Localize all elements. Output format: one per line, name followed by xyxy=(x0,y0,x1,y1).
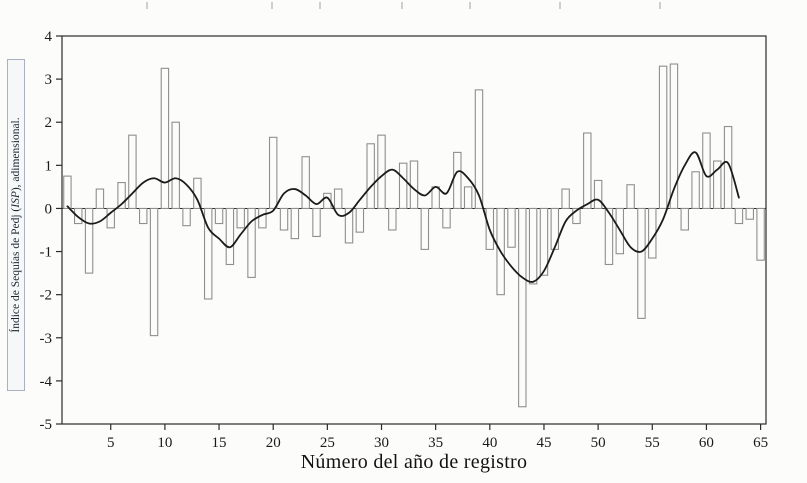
x-tick-label: 60 xyxy=(699,435,714,451)
bar xyxy=(561,188,570,209)
x-tick-label: 45 xyxy=(536,435,551,451)
bar xyxy=(355,207,365,233)
bar xyxy=(431,186,440,209)
y-tick-label: 4 xyxy=(45,29,53,45)
x-tick-label: 55 xyxy=(645,435,660,451)
x-tick-label: 10 xyxy=(157,435,172,451)
bar xyxy=(756,207,765,261)
bar xyxy=(680,207,690,231)
bar xyxy=(442,207,451,229)
y-tick-label: -4 xyxy=(40,374,53,390)
bar xyxy=(485,207,495,250)
bar xyxy=(463,186,473,209)
bar xyxy=(572,207,581,225)
y-tick-label: -3 xyxy=(40,331,53,347)
plot-frame xyxy=(61,35,767,425)
bar xyxy=(182,207,191,227)
bar xyxy=(723,125,733,209)
bar xyxy=(160,67,170,209)
bar xyxy=(344,207,354,244)
bar xyxy=(474,89,484,209)
trend-line xyxy=(66,151,740,283)
y-tick-label: -2 xyxy=(40,288,53,304)
bar xyxy=(95,188,105,209)
bar xyxy=(734,207,744,225)
x-tick-label: 50 xyxy=(591,435,606,451)
bar xyxy=(366,143,375,209)
bar xyxy=(615,207,625,255)
y-tick-label: 2 xyxy=(45,115,53,131)
bar xyxy=(637,207,646,319)
y-tick-label: 0 xyxy=(45,201,53,217)
x-tick-label: 40 xyxy=(482,435,497,451)
bar xyxy=(74,207,83,225)
bar xyxy=(377,134,386,209)
x-axis-label: Número del año de registro xyxy=(300,451,528,473)
x-tick-label: 35 xyxy=(428,435,443,451)
x-tick-label: 65 xyxy=(753,435,768,451)
bar xyxy=(528,207,538,285)
bar xyxy=(63,175,72,209)
bar xyxy=(290,207,300,240)
bar xyxy=(236,207,245,229)
bar xyxy=(453,151,462,209)
x-tick-label: 20 xyxy=(266,435,281,451)
y-axis-label: Índice de Sequías de Pedj (ISP), adimens… xyxy=(7,59,25,391)
bar xyxy=(247,207,256,278)
bar xyxy=(312,207,321,238)
y-axis-label-suffix: ), adimensional. xyxy=(10,117,22,192)
x-tick-label: 15 xyxy=(212,435,227,451)
bar xyxy=(333,188,343,209)
x-tick-label: 30 xyxy=(374,435,389,451)
bar xyxy=(279,207,289,231)
x-tick-label: 5 xyxy=(107,435,115,451)
bar xyxy=(225,207,235,266)
bar xyxy=(583,132,592,209)
bar xyxy=(691,171,700,209)
bar xyxy=(593,179,603,209)
bar xyxy=(117,182,126,209)
bar xyxy=(268,136,278,209)
bar xyxy=(539,207,549,276)
bar xyxy=(626,184,635,209)
bar xyxy=(604,207,614,266)
bar xyxy=(496,207,505,296)
bar xyxy=(518,207,527,408)
bar xyxy=(258,207,267,229)
bar xyxy=(203,207,213,300)
bar xyxy=(409,160,419,209)
bar xyxy=(713,160,722,209)
bar xyxy=(388,207,397,231)
y-tick-label: 1 xyxy=(45,158,53,174)
y-tick-label: -1 xyxy=(40,245,53,261)
y-axis-label-prefix: Índice de Sequías de Pedj ( xyxy=(10,207,22,333)
bar xyxy=(669,63,679,209)
y-tick-label: -5 xyxy=(40,417,53,433)
bar xyxy=(149,207,159,337)
y-tick-label: 3 xyxy=(45,72,53,88)
bar xyxy=(398,162,408,209)
bar xyxy=(138,207,148,225)
bar xyxy=(420,207,430,250)
bar xyxy=(171,121,180,209)
bar xyxy=(507,207,516,248)
bar xyxy=(301,156,310,209)
bar xyxy=(84,207,94,274)
bar xyxy=(658,65,668,209)
bar xyxy=(214,207,224,225)
bar xyxy=(106,207,115,229)
x-tick-label: 25 xyxy=(320,435,335,451)
bar xyxy=(745,207,754,220)
y-axis-label-isp: ISP xyxy=(10,191,22,208)
bar xyxy=(128,134,137,209)
